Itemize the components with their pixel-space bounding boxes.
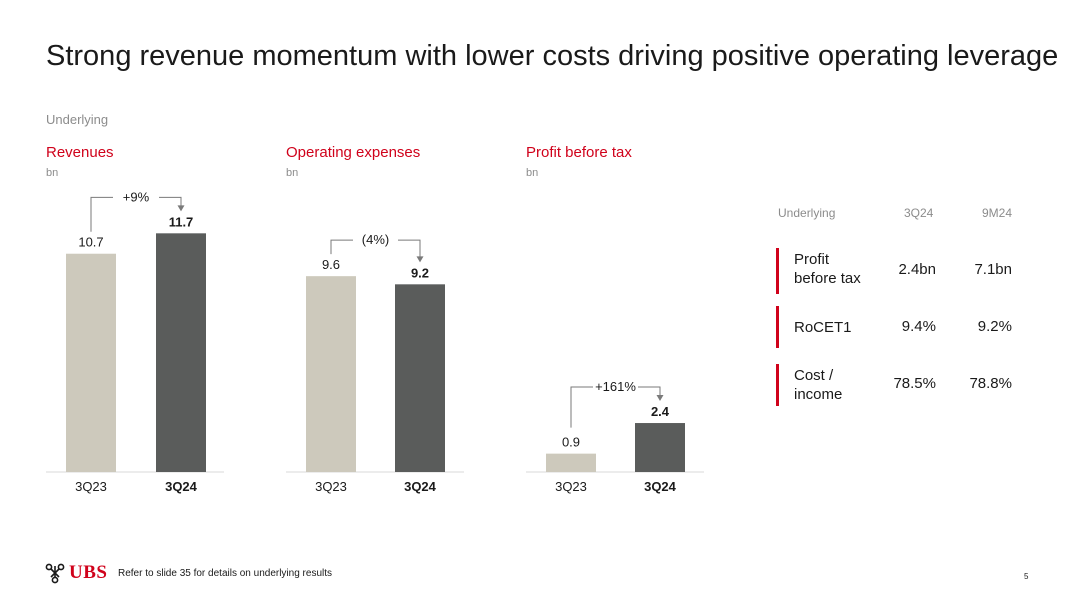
- slide-subtitle: Underlying: [46, 112, 109, 127]
- bar-3q24: [395, 284, 445, 472]
- kpi-row-label: Profit before tax: [794, 250, 861, 288]
- bar-value-label: 9.2: [411, 265, 429, 280]
- category-tick-label: 3Q23: [315, 479, 347, 494]
- kpi-header-col1: 3Q24: [904, 206, 934, 220]
- logo-text: UBS: [69, 562, 108, 583]
- bar-value-label: 2.4: [651, 404, 670, 419]
- chart-title: Operating expenses: [286, 144, 421, 161]
- chart-title: Revenues: [46, 144, 114, 161]
- bar-3q24: [635, 423, 685, 472]
- slide-title: Strong revenue momentum with lower costs…: [46, 40, 1059, 72]
- chart-title: Profit before tax: [526, 144, 632, 161]
- chart-unit: bn: [526, 167, 539, 179]
- change-percentage-label: +9%: [123, 189, 150, 204]
- kpi-row-label-line2: before tax: [794, 270, 861, 287]
- kpi-accent-bar: [776, 248, 779, 294]
- bar-3q23: [546, 453, 596, 472]
- kpi-header-col2: 9M24: [982, 206, 1013, 220]
- category-tick-label: 3Q24: [644, 479, 677, 494]
- kpi-table: Underlying 3Q24 9M24 Profit before tax 2…: [776, 200, 1026, 406]
- bar-value-label: 10.7: [78, 235, 103, 250]
- change-connector-left: [570, 386, 593, 428]
- kpi-row-label-line1: Profit: [794, 251, 830, 268]
- change-arrow-icon: [177, 205, 185, 212]
- bar-3q23: [66, 253, 116, 472]
- pbt-chart-header: Profit before tax bn: [526, 144, 632, 179]
- bar-3q24: [156, 233, 206, 472]
- category-tick-label: 3Q24: [165, 479, 198, 494]
- change-connector-left: [330, 239, 353, 255]
- kpi-row-label: Cost / income: [794, 366, 842, 404]
- change-connector-right: [638, 386, 661, 400]
- change-arrow-icon: [416, 256, 424, 263]
- change-arrow-icon: [656, 395, 664, 402]
- kpi-row-cost-income: Cost / income 78.5% 78.8%: [776, 364, 1026, 406]
- kpi-table-header: Underlying 3Q24 9M24: [776, 200, 1026, 228]
- kpi-row-rocet1: RoCET1 9.4% 9.2%: [776, 306, 1026, 348]
- kpi-accent-bar: [776, 306, 779, 348]
- opex-chart-header: Operating expenses bn: [286, 144, 420, 179]
- bar-value-label: 9.6: [322, 257, 340, 272]
- kpi-accent-bar: [776, 364, 779, 406]
- bar-value-label: 11.7: [169, 214, 194, 229]
- category-tick-label: 3Q23: [555, 479, 587, 494]
- change-connector-left: [90, 196, 113, 232]
- category-tick-label: 3Q23: [75, 479, 107, 494]
- change-connector-right: [159, 196, 182, 210]
- kpi-row-label-line1: RoCET1: [794, 319, 852, 336]
- footnote: Refer to slide 35 for details on underly…: [118, 568, 333, 579]
- ubs-logo: UBS: [44, 562, 107, 584]
- kpi-header-label: Underlying: [778, 206, 836, 220]
- keys-icon: [45, 563, 65, 584]
- change-connector-right: [398, 239, 421, 261]
- kpi-row-col2: 7.1bn: [974, 261, 1012, 278]
- page-number: 5: [1024, 572, 1029, 581]
- kpi-row-col1: 9.4%: [901, 318, 936, 335]
- kpi-row-label-line2: income: [794, 386, 843, 403]
- kpi-row-col2: 9.2%: [977, 318, 1012, 335]
- kpi-row-col2: 78.8%: [969, 375, 1012, 392]
- change-percentage-label: (4%): [362, 232, 389, 247]
- chart-unit: bn: [46, 167, 59, 179]
- kpi-row-label-line1: Cost /: [794, 367, 834, 384]
- chart-unit: bn: [286, 167, 299, 179]
- bar-3q23: [306, 276, 356, 472]
- kpi-row-label: RoCET1: [794, 318, 852, 337]
- kpi-row-profit-before-tax: Profit before tax 2.4bn 7.1bn: [776, 248, 1026, 294]
- category-tick-label: 3Q24: [404, 479, 437, 494]
- change-percentage-label: +161%: [595, 379, 636, 394]
- kpi-row-col1: 78.5%: [893, 375, 936, 392]
- bar-value-label: 0.9: [562, 435, 580, 450]
- kpi-row-col1: 2.4bn: [898, 261, 936, 278]
- revenues-chart-header: Revenues bn: [46, 144, 114, 179]
